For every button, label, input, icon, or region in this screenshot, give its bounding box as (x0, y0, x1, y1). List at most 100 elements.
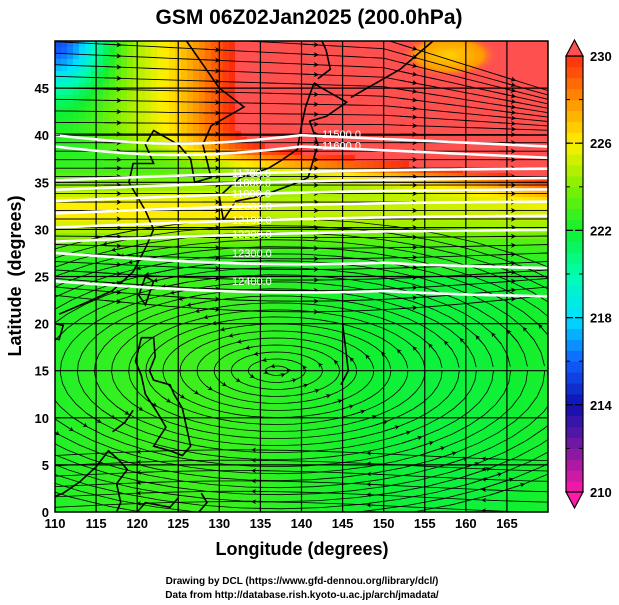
field-cell (187, 365, 194, 372)
field-cell (55, 101, 62, 108)
field-cell (97, 437, 104, 444)
field-cell (151, 95, 158, 102)
field-cell (169, 305, 176, 312)
field-cell (61, 113, 68, 120)
field-cell (205, 47, 212, 54)
field-cell (325, 125, 332, 132)
field-cell (367, 185, 374, 192)
field-cell (169, 239, 176, 246)
field-cell (133, 293, 140, 300)
field-cell (61, 41, 68, 48)
field-cell (397, 293, 404, 300)
field-cell (325, 263, 332, 270)
field-cell (379, 401, 386, 408)
field-cell (391, 155, 398, 162)
field-cell (313, 353, 320, 360)
field-cell (241, 95, 248, 102)
field-cell (115, 329, 122, 336)
field-cell (241, 317, 248, 324)
field-cell (277, 41, 284, 48)
field-cell (331, 113, 338, 120)
field-cell (271, 425, 278, 432)
field-cell (385, 221, 392, 228)
field-cell (193, 335, 200, 342)
field-cell (181, 47, 188, 54)
field-cell (103, 419, 110, 426)
field-cell (265, 305, 272, 312)
field-cell (301, 149, 308, 156)
field-cell (151, 293, 158, 300)
field-cell (415, 257, 422, 264)
field-cell (151, 437, 158, 444)
field-cell (55, 353, 62, 360)
field-cell (157, 299, 164, 306)
field-cell (205, 377, 212, 384)
field-cell (355, 365, 362, 372)
field-cell (157, 509, 164, 512)
field-cell (145, 125, 152, 132)
field-cell (361, 185, 368, 192)
field-cell (145, 341, 152, 348)
field-cell (85, 419, 92, 426)
field-cell (313, 65, 320, 72)
field-cell (199, 329, 206, 336)
field-cell (307, 113, 314, 120)
field-cell (325, 293, 332, 300)
field-cell (391, 257, 398, 264)
field-cell (313, 509, 320, 512)
field-cell (379, 281, 386, 288)
field-cell (121, 359, 128, 366)
field-cell (289, 371, 296, 378)
field-cell (181, 491, 188, 498)
field-cell (193, 431, 200, 438)
field-cell (271, 401, 278, 408)
field-cell (91, 425, 98, 432)
field-cell (277, 425, 284, 432)
field-cell (337, 323, 344, 330)
field-cell (301, 419, 308, 426)
field-cell (109, 497, 116, 504)
field-cell (277, 197, 284, 204)
field-cell (373, 491, 380, 498)
field-cell (235, 353, 242, 360)
field-cell (265, 209, 272, 216)
field-cell (337, 263, 344, 270)
field-cell (97, 59, 104, 66)
field-cell (427, 323, 434, 330)
field-cell (55, 449, 62, 456)
field-cell (211, 71, 218, 78)
field-cell (349, 365, 356, 372)
field-cell (391, 281, 398, 288)
field-cell (253, 83, 260, 90)
field-cell (313, 263, 320, 270)
field-cell (331, 413, 338, 420)
field-cell (199, 161, 206, 168)
field-cell (109, 125, 116, 132)
field-cell (289, 347, 296, 354)
field-cell (337, 353, 344, 360)
field-cell (343, 503, 350, 510)
field-cell (427, 377, 434, 384)
field-cell (295, 77, 302, 84)
field-cell (247, 263, 254, 270)
field-cell (373, 245, 380, 252)
field-cell (361, 143, 368, 150)
field-cell (331, 95, 338, 102)
field-cell (193, 197, 200, 204)
field-cell (403, 317, 410, 324)
field-cell (283, 353, 290, 360)
field-cell (373, 377, 380, 384)
field-cell (361, 239, 368, 246)
field-cell (379, 113, 386, 120)
field-cell (79, 383, 86, 390)
field-cell (181, 59, 188, 66)
field-cell (223, 335, 230, 342)
field-cell (319, 197, 326, 204)
field-cell (211, 443, 218, 450)
field-cell (319, 59, 326, 66)
field-cell (319, 491, 326, 498)
field-cell (295, 125, 302, 132)
field-cell (355, 101, 362, 108)
field-cell (247, 311, 254, 318)
field-cell (217, 359, 224, 366)
